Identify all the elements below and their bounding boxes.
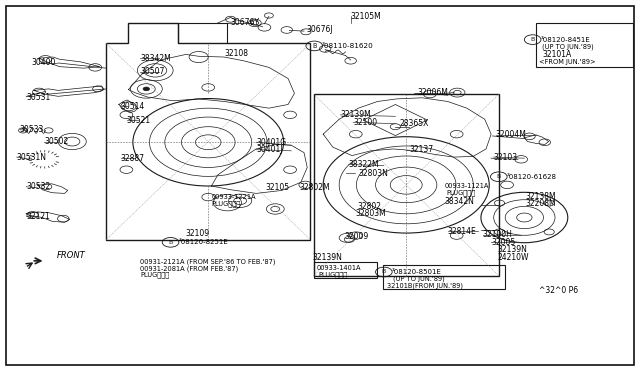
Text: 32137: 32137 <box>410 145 433 154</box>
Text: 32005: 32005 <box>491 238 515 247</box>
Text: 32138M: 32138M <box>525 192 556 201</box>
Text: 30507: 30507 <box>140 67 164 76</box>
Text: 32803M: 32803M <box>355 209 386 218</box>
Text: 32009: 32009 <box>344 231 369 241</box>
Text: B: B <box>497 174 501 179</box>
Bar <box>383 265 505 289</box>
Text: B: B <box>312 43 317 49</box>
Text: 38342N: 38342N <box>445 197 474 206</box>
Text: 24210W: 24210W <box>497 253 529 262</box>
Text: 30532: 30532 <box>26 182 51 191</box>
Text: 30531: 30531 <box>26 93 51 102</box>
Text: B: B <box>381 269 386 275</box>
Text: 32101A: 32101A <box>542 50 572 59</box>
Text: 30401J: 30401J <box>256 145 283 154</box>
Text: 00933-1121A: 00933-1121A <box>445 183 489 189</box>
Text: 30400: 30400 <box>31 58 56 67</box>
Text: 32105M: 32105M <box>351 12 381 21</box>
Text: 32802M: 32802M <box>300 183 330 192</box>
Text: 30676J: 30676J <box>306 25 333 34</box>
Text: B: B <box>168 240 173 245</box>
Text: 32006M: 32006M <box>417 88 448 97</box>
Text: 00931-2121A (FROM SEP.'86 TO FEB.'87): 00931-2121A (FROM SEP.'86 TO FEB.'87) <box>140 259 275 265</box>
Text: 30521: 30521 <box>127 116 150 125</box>
Text: 38322M: 38322M <box>349 160 380 169</box>
Text: 32208M: 32208M <box>525 199 556 208</box>
Text: B: B <box>531 37 535 42</box>
Text: 30531N: 30531N <box>17 153 47 161</box>
Text: 32105: 32105 <box>266 183 290 192</box>
Text: 30401G: 30401G <box>256 138 286 147</box>
Text: 00933-1401A: 00933-1401A <box>317 264 362 270</box>
Text: 28365X: 28365X <box>400 119 429 128</box>
Text: <FROM JUN.'89>: <FROM JUN.'89> <box>539 59 596 65</box>
Text: 30533: 30533 <box>20 125 44 134</box>
Text: 32121: 32121 <box>26 212 50 221</box>
Text: ^32^0 P6: ^32^0 P6 <box>539 286 578 295</box>
Text: 32814E: 32814E <box>448 227 476 236</box>
Text: 32109: 32109 <box>186 229 210 238</box>
Text: PLUGプラグ: PLUGプラグ <box>211 201 241 207</box>
Text: (UP TO JUN.'89): (UP TO JUN.'89) <box>394 275 445 282</box>
Text: 32108: 32108 <box>224 49 248 58</box>
Text: 32803N: 32803N <box>358 169 388 177</box>
Text: 30514: 30514 <box>121 102 145 111</box>
Text: 30676Y: 30676Y <box>230 19 260 28</box>
Text: (UP TO JUN.'89): (UP TO JUN.'89) <box>542 44 594 50</box>
Bar <box>314 262 378 278</box>
Text: ³08110-81620: ³08110-81620 <box>322 43 374 49</box>
Text: 32004M: 32004M <box>495 130 527 140</box>
Text: 38342M: 38342M <box>140 54 171 62</box>
Text: 32139N: 32139N <box>497 245 527 254</box>
Text: PLUGプラグ: PLUGプラグ <box>447 189 476 196</box>
Text: 32103: 32103 <box>493 153 518 161</box>
Text: ³08120-61628: ³08120-61628 <box>506 174 556 180</box>
Text: 32100H: 32100H <box>483 230 513 240</box>
Text: PLUGプラグ: PLUGプラグ <box>140 272 169 278</box>
Text: 00933-1221A: 00933-1221A <box>211 194 256 200</box>
Text: ³08120-8501E: ³08120-8501E <box>392 269 442 275</box>
Text: PLUGプラグ: PLUGプラグ <box>319 271 348 278</box>
Text: 32101B(FROM JUN.'89): 32101B(FROM JUN.'89) <box>387 282 463 289</box>
Text: FRONT: FRONT <box>57 251 86 260</box>
Circle shape <box>143 87 150 91</box>
Text: 32100: 32100 <box>353 118 378 127</box>
Text: ³08120-8451E: ³08120-8451E <box>540 36 590 43</box>
Text: 32802: 32802 <box>357 202 381 211</box>
Text: 00931-2081A (FROM FEB.'87): 00931-2081A (FROM FEB.'87) <box>140 265 238 272</box>
Text: 32887: 32887 <box>121 154 145 163</box>
Text: 32139N: 32139N <box>312 253 342 262</box>
Text: 32139M: 32139M <box>340 110 371 119</box>
Text: ³08120-8251E: ³08120-8251E <box>178 239 228 245</box>
Bar <box>536 23 633 67</box>
Text: 30502: 30502 <box>44 137 68 146</box>
